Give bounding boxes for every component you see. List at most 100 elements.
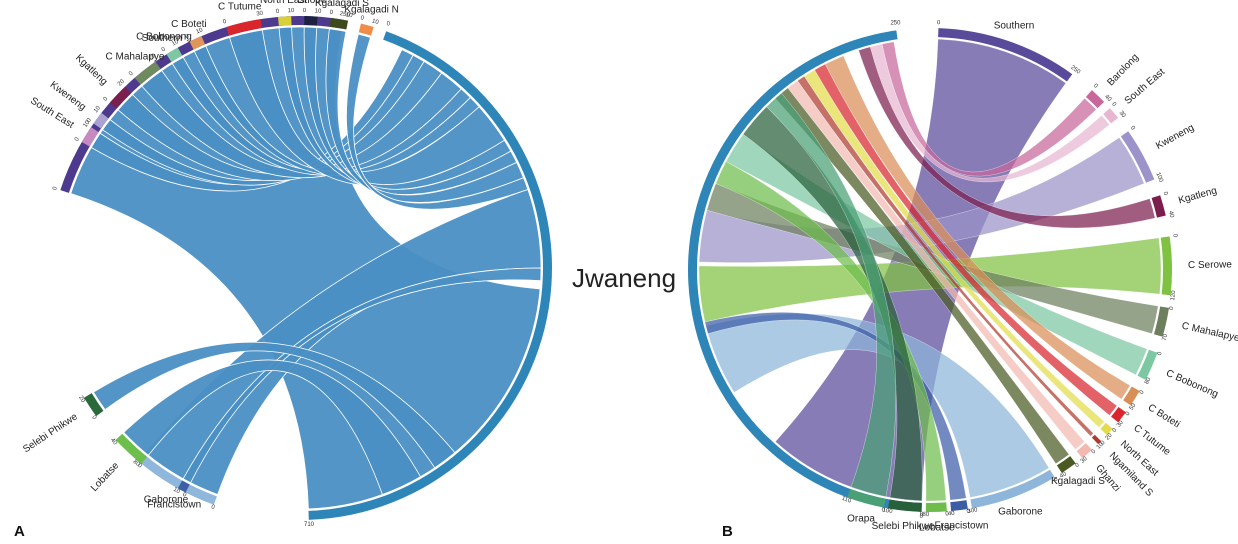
segment-arc-gaborone (970, 469, 1055, 509)
segment-tick-label: 0 (86, 117, 93, 124)
segment-tick-label: 0 (185, 33, 191, 40)
segment-arc-c-boteti (189, 36, 206, 50)
segment-arc-c-tutume (226, 19, 262, 36)
segment-tick-label: 0 (136, 463, 143, 470)
segment-tick-label: 300 (967, 507, 979, 515)
segment-tick-label: 0 (1053, 476, 1060, 483)
segment-tick-label: 0 (1074, 462, 1081, 469)
segment-tick-label: 40 (1167, 211, 1174, 219)
segment-tick-label: 0 (329, 10, 334, 16)
segment-tick-label: 0 (966, 509, 971, 516)
ribbon-north-east (278, 26, 512, 190)
ribbon-orapa (766, 92, 897, 497)
ribbon-kgalagadi-n (346, 33, 529, 210)
segment-tick-label: 10 (83, 119, 92, 128)
segment-label-south-east: South East (1123, 66, 1168, 106)
segment-label-north-east: North East (260, 0, 307, 6)
ribbons (698, 38, 1162, 502)
ribbons (70, 26, 542, 510)
segment-label-gaborone: Gaborone (144, 495, 189, 506)
segment-arc-lobatse (925, 502, 947, 512)
segment-label-chobe: Chobe (297, 0, 327, 6)
hub-tick-label: 0 (387, 22, 391, 28)
segment-label-c-serowe: C Serowe (1188, 259, 1233, 271)
segment-tick-label: 30 (256, 11, 264, 18)
segment-tick-label: 0 (161, 46, 168, 53)
segment-tick-label: 80 (132, 459, 141, 468)
segment-tick-label: 250 (339, 11, 351, 19)
segment-tick-label: 0 (1157, 351, 1164, 357)
segment-tick-label: 0 (1129, 125, 1136, 132)
segment-arc-kgatleng (1151, 195, 1166, 218)
segment-label-c-bobonong: C Bobonong (1164, 368, 1219, 400)
segment-arc-c-tutume (1111, 406, 1126, 423)
ribbon-lobatse (123, 359, 422, 495)
segment-arc-ghanzi (1076, 443, 1092, 459)
segment-arc-kgalagadi-s (1056, 456, 1076, 473)
segment-tick-label: 30 (1118, 110, 1127, 119)
segment-tick-label: 20 (148, 53, 157, 62)
segment-tick-label: 0 (920, 512, 924, 518)
segment-label-southern: Southern (994, 21, 1035, 32)
segment-tick-label: 0 (1169, 306, 1176, 311)
segment-label-southern: Southern (142, 33, 183, 44)
segment-arc-gaborone (138, 454, 217, 505)
segment-arc-francistown (950, 500, 968, 512)
segment-tick-label: 10 (314, 8, 322, 14)
segment-tick-label: 10 (172, 487, 181, 496)
segment-label-kgalagadi-s: Kgalagadi S (315, 0, 369, 9)
segment-tick-label: 10 (93, 105, 102, 114)
segment-tick-label: 0 (881, 507, 886, 514)
segment-tick-label: 10 (345, 12, 353, 19)
hub-tick-label: 250 (890, 20, 901, 26)
segment-arc-c-mahalapye (134, 61, 161, 85)
segment-arc-chobe (304, 16, 318, 26)
segment-arcs (688, 28, 1172, 512)
segment-tick-label: 10 (1096, 441, 1105, 450)
segment-tick-label: 0 (1112, 427, 1119, 434)
segment-label-c-boteti: C Boteti (1146, 402, 1182, 430)
segment-tick-label: 0 (222, 19, 228, 26)
segment-arc-kgatleng (109, 86, 132, 109)
segment-tick-label: 0 (1171, 234, 1177, 239)
ribbon-c-tutume (229, 29, 505, 187)
segment-tick-label: 0 (1125, 410, 1132, 417)
segment-arc-c-bobonong (166, 47, 183, 62)
ribbon-selebi-phikwe (92, 341, 456, 469)
segment-tick-label: 0 (90, 415, 97, 422)
segment-label-barolong: Barolong (1105, 52, 1141, 88)
segment-label-c-mahalapye: C Mahalapye (106, 51, 165, 62)
segment-tick-label: 20 (77, 395, 86, 404)
segment-tick-label: 80 (922, 512, 929, 518)
segment-arc-barolong (1085, 90, 1105, 109)
segment-tick-label: 0 (1100, 439, 1107, 446)
segment-tick-label: 10 (195, 27, 204, 35)
segment-arc-c-serowe (1160, 236, 1172, 296)
segment-tick-label: 0 (1139, 389, 1146, 395)
segment-label-francistown: Francistown (934, 521, 988, 532)
segment-label-gaborone: Gaborone (998, 506, 1043, 517)
segment-tick-label: 0 (1092, 83, 1099, 90)
segment-tick-label: 0 (181, 492, 187, 499)
segment-tick-label: 50 (1129, 402, 1138, 411)
segment-arc-francistown (177, 480, 190, 493)
segment-arc-kgalagadi-s (329, 17, 349, 30)
segment-label-francistown: Francistown (147, 499, 201, 510)
segment-tick-label: 40 (948, 511, 956, 518)
segment-tick-label: 0 (276, 9, 281, 15)
segment-arc-north-east (278, 16, 292, 26)
segment-label-c-boteti: C Boteti (171, 19, 207, 30)
segment-tick-label: 0 (937, 20, 941, 26)
segment-tick-label: 40 (109, 437, 118, 446)
segment-tick-label: 0 (303, 8, 307, 14)
segment-tick-label: 20 (117, 78, 126, 87)
panel-label-b: B (722, 523, 733, 540)
segment-tick-label: 0 (74, 136, 81, 142)
center-title: Jwaneng (572, 263, 676, 293)
segment-tick-label: 10 (288, 8, 296, 14)
segment-arcs (60, 15, 553, 520)
ribbon-c-boteti (193, 45, 480, 176)
segment-tick-label: 80 (1144, 376, 1153, 385)
segment-arc-southern (938, 28, 1073, 82)
